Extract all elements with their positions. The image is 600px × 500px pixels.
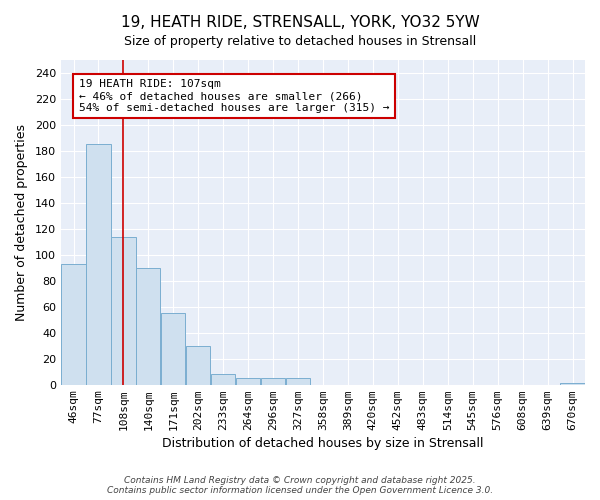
Bar: [286, 378, 310, 384]
Bar: [236, 378, 260, 384]
Text: 19 HEATH RIDE: 107sqm
← 46% of detached houses are smaller (266)
54% of semi-det: 19 HEATH RIDE: 107sqm ← 46% of detached …: [79, 80, 389, 112]
Bar: [261, 378, 285, 384]
X-axis label: Distribution of detached houses by size in Strensall: Distribution of detached houses by size …: [162, 437, 484, 450]
Text: Contains HM Land Registry data © Crown copyright and database right 2025.
Contai: Contains HM Land Registry data © Crown c…: [107, 476, 493, 495]
Bar: [186, 346, 211, 385]
Bar: [136, 268, 160, 384]
Bar: [86, 144, 110, 384]
Bar: [61, 264, 86, 384]
Text: 19, HEATH RIDE, STRENSALL, YORK, YO32 5YW: 19, HEATH RIDE, STRENSALL, YORK, YO32 5Y…: [121, 15, 479, 30]
Bar: [112, 236, 136, 384]
Y-axis label: Number of detached properties: Number of detached properties: [15, 124, 28, 321]
Bar: [211, 374, 235, 384]
Text: Size of property relative to detached houses in Strensall: Size of property relative to detached ho…: [124, 35, 476, 48]
Bar: [161, 314, 185, 384]
